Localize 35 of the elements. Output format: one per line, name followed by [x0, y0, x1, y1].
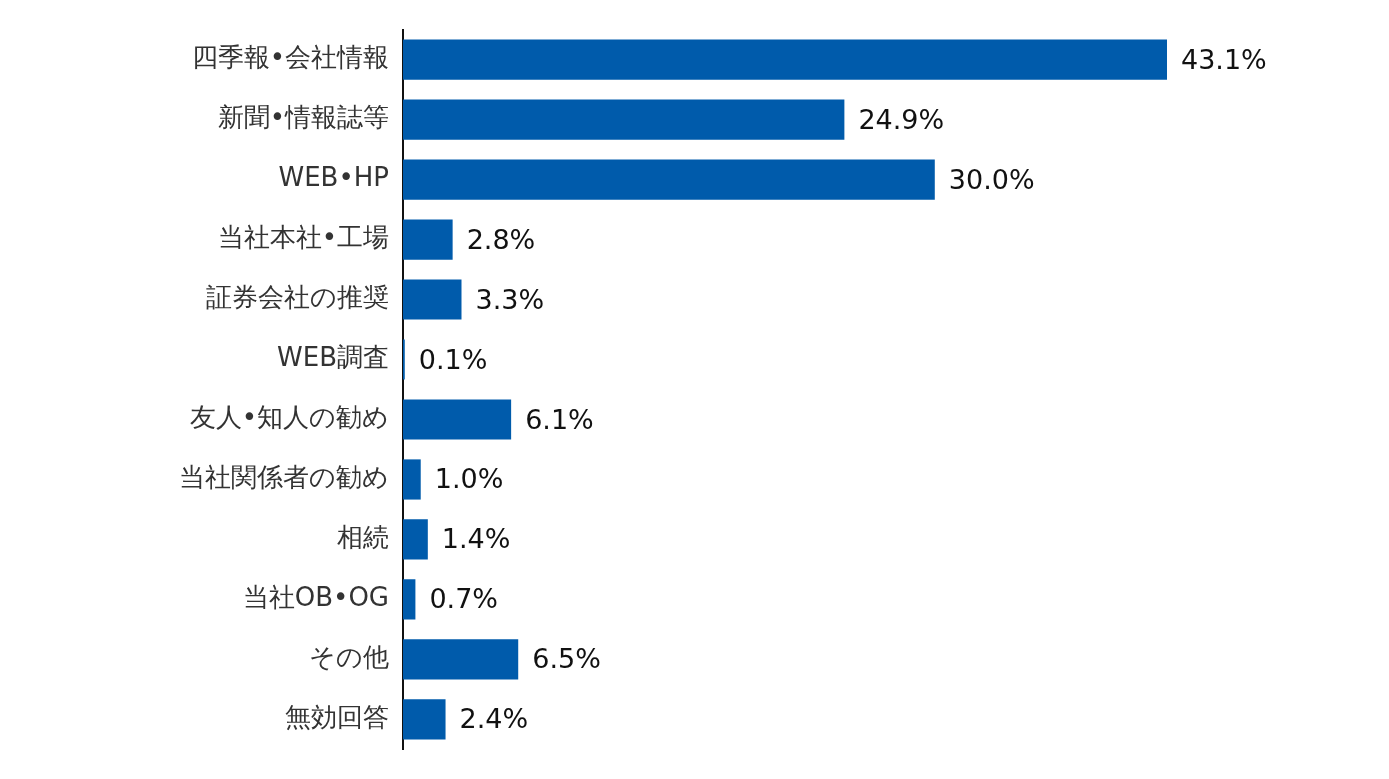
y-tick-label: WEB調査 — [277, 342, 389, 373]
bar — [403, 579, 416, 620]
data-label: 0.7% — [429, 583, 499, 615]
bar — [403, 639, 519, 680]
bar — [403, 699, 446, 740]
data-label: 2.4% — [459, 703, 529, 735]
data-label: 1.0% — [434, 463, 504, 495]
y-tick-label: 当社本社•工場 — [217, 222, 389, 253]
bar — [403, 219, 453, 260]
y-tick-label: 新聞•情報誌等 — [217, 102, 389, 133]
data-label: 1.4% — [441, 523, 511, 555]
data-label: 6.1% — [525, 403, 594, 435]
y-tick-label: 友人•知人の勧め — [189, 402, 389, 433]
y-tick-label: 相続 — [337, 522, 389, 553]
bar — [403, 399, 512, 440]
y-tick-label: 四季報•会社情報 — [191, 42, 389, 73]
bar — [403, 159, 935, 200]
data-label: 24.9% — [858, 103, 945, 135]
data-label: 3.3% — [475, 283, 545, 315]
y-tick-label: 無効回答 — [285, 702, 389, 733]
y-tick-label: WEB•HP — [278, 162, 389, 193]
data-label: 43.1% — [1181, 43, 1267, 75]
data-label: 0.1% — [418, 343, 488, 375]
y-tick-label: その他 — [309, 642, 389, 673]
data-label: 2.8% — [466, 223, 536, 255]
y-tick-label: 当社関係者の勧め — [179, 462, 389, 493]
bar — [403, 279, 462, 320]
y-tick-label: 当社OB•OG — [242, 582, 389, 613]
bar — [403, 99, 845, 140]
data-label: 30.0% — [948, 163, 1035, 195]
bar — [403, 459, 421, 500]
bar — [403, 39, 1167, 80]
bar — [403, 519, 428, 560]
data-label: 6.5% — [532, 643, 601, 675]
y-tick-label: 証券会社の推奨 — [206, 282, 389, 313]
